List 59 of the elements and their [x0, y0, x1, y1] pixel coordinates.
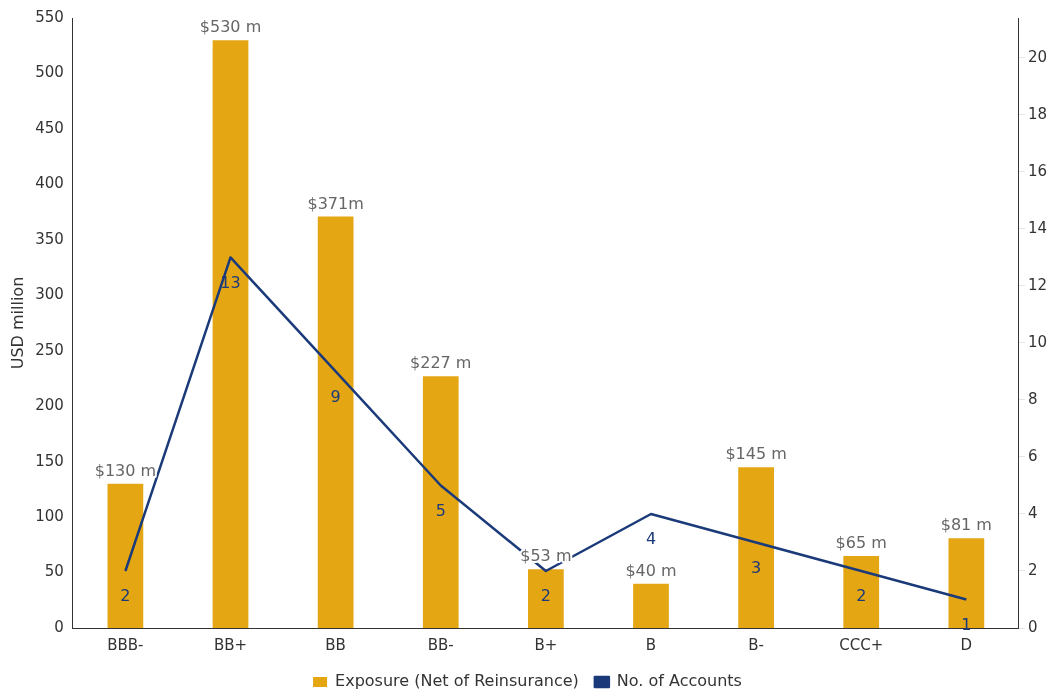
y2-tick-label: 0 — [1027, 617, 1038, 636]
bar — [107, 483, 144, 628]
x-tick-label: B+ — [534, 635, 558, 654]
y-tick-label: 250 — [35, 340, 64, 359]
data-label: $145 m — [725, 444, 787, 464]
y2-tick-label: 6 — [1027, 446, 1038, 465]
y-tick-label: 100 — [35, 506, 64, 525]
y2-tick-label: 18 — [1027, 104, 1048, 123]
x-tick-label: CCC+ — [839, 635, 884, 654]
data-label: 3 — [751, 557, 762, 577]
y2-tick-label: 10 — [1027, 332, 1048, 351]
y2-tick-label: 16 — [1027, 161, 1048, 180]
y-tick-label: 350 — [35, 229, 64, 248]
bar — [738, 467, 774, 628]
bar — [528, 569, 564, 628]
y-tick-label: 450 — [35, 118, 64, 137]
data-label: $530 m — [199, 17, 262, 37]
y-tick-label: 500 — [35, 63, 64, 82]
data-label: 2 — [856, 586, 867, 606]
y-tick-label: 0 — [54, 617, 64, 636]
data-label: 2 — [120, 586, 131, 606]
data-label: 2 — [540, 586, 551, 606]
y-axis-title: USD million — [7, 276, 27, 370]
bar — [948, 538, 985, 628]
legend-label: Exposure (Net of Reinsurance) — [335, 671, 579, 691]
data-label: $65 m — [835, 533, 887, 553]
x-tick-label: BBB- — [107, 635, 144, 654]
y-tick-label: 400 — [35, 174, 64, 193]
x-tick-label: BB — [325, 635, 346, 654]
data-label: 4 — [645, 529, 657, 549]
y-tick-label: 550 — [35, 7, 64, 26]
data-label: $371m — [307, 193, 364, 213]
y-tick-label: 300 — [35, 285, 64, 304]
y2-tick-label: 12 — [1027, 275, 1048, 294]
x-tick-label: BB+ — [213, 635, 248, 654]
y2-tick-label: 8 — [1027, 389, 1038, 408]
y2-tick-label: 2 — [1027, 560, 1038, 579]
bar — [633, 583, 669, 628]
bar — [843, 555, 880, 628]
y2-tick-label: 4 — [1027, 503, 1038, 522]
x-tick-label: B- — [748, 635, 764, 654]
y-tick-label: 50 — [44, 562, 64, 581]
x-tick-label: BB- — [427, 635, 454, 654]
data-label: 5 — [435, 500, 446, 520]
bar — [212, 40, 249, 628]
y-tick-label: 150 — [35, 451, 64, 470]
data-label: 9 — [330, 386, 341, 406]
data-label: $40 m — [625, 560, 677, 580]
x-tick-label: D — [960, 635, 973, 654]
bar — [317, 216, 354, 628]
y2-tick-label: 14 — [1027, 218, 1048, 237]
y2-tick-label: 20 — [1027, 47, 1048, 66]
data-label: $81 m — [940, 515, 992, 535]
data-label: $130 m — [94, 460, 157, 480]
legend-label: No. of Accounts — [616, 671, 742, 691]
x-tick-label: B — [645, 635, 657, 654]
bar — [422, 376, 459, 628]
data-label: $227 m — [410, 353, 472, 373]
y-tick-label: 200 — [35, 396, 64, 415]
